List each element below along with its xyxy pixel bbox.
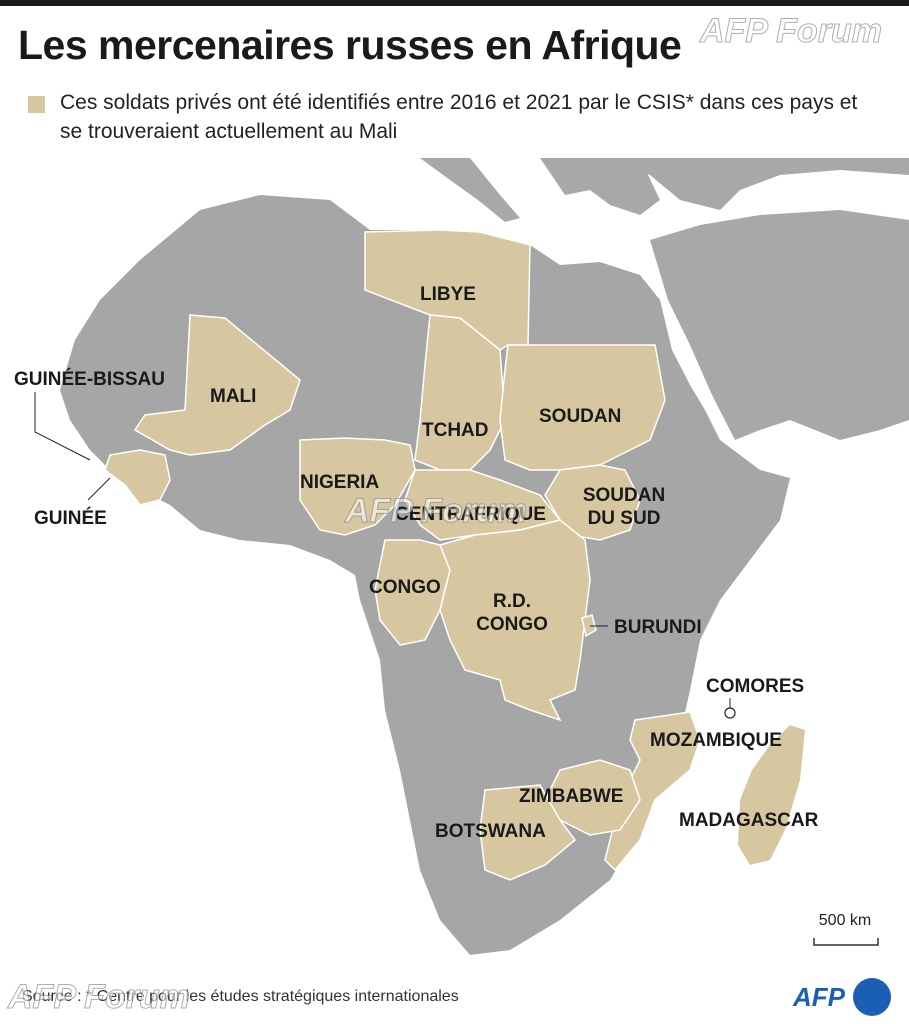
afp-logo-text: AFP [793, 982, 845, 1012]
guinee-bissau-leader [34, 392, 91, 461]
label-rd-congo: R.D. CONGO [462, 590, 562, 636]
label-tchad: TCHAD [422, 420, 489, 441]
map-title: Les mercenaires russes en Afrique [18, 22, 682, 68]
label-mozambique: MOZAMBIQUE [650, 730, 782, 751]
afp-logo-dot [853, 978, 891, 1016]
highlighted-countries [104, 229, 701, 881]
legend-swatch [28, 96, 45, 113]
label-comores: COMORES [706, 676, 805, 697]
label-guinee: GUINÉE [34, 508, 107, 529]
label-madagascar: MADAGASCAR [679, 810, 819, 831]
rd-congo-shape [438, 519, 591, 722]
scale: 500 km [812, 912, 878, 930]
balkans-landmass [540, 158, 660, 215]
label-soudan: SOUDAN [539, 406, 622, 427]
label-rd-congo-line2: CONGO [476, 614, 548, 635]
scale-label: 500 km [818, 912, 872, 929]
label-rd-congo-line1: R.D. [493, 591, 531, 612]
comores-marker [724, 707, 736, 719]
label-soudan-du-sud: SOUDAN DU SUD [574, 484, 674, 530]
label-mali: MALI [210, 386, 257, 407]
congo-shape [374, 539, 451, 646]
label-soudan-du-sud-line1: SOUDAN [582, 485, 666, 506]
label-guinee-bissau: GUINÉE-BISSAU [14, 369, 165, 390]
legend-text: Ces soldats privés ont été identifiés en… [60, 91, 858, 143]
guinee-shape [104, 449, 171, 506]
label-centrafrique: CENTRAFRIQUE [395, 504, 546, 525]
label-botswana: BOTSWANA [435, 821, 546, 842]
scale-bar [813, 938, 879, 946]
label-burundi: BURUNDI [614, 617, 702, 638]
label-soudan-du-sud-line2: DU SUD [587, 508, 661, 529]
africa-map [34, 158, 909, 955]
guinee-leader [87, 477, 111, 501]
nigeria-shape [299, 437, 416, 536]
watermark-center: AFP Forum [345, 492, 528, 531]
madagascar-landmass [738, 725, 805, 865]
source-note: Source : * Centre pour les études straté… [22, 988, 459, 1005]
arabia-landmass [650, 210, 909, 440]
watermark-bottom: AFP Forum [8, 978, 191, 1017]
burundi-shape [581, 614, 597, 638]
italy-landmass [420, 158, 520, 222]
label-nigeria: NIGERIA [300, 472, 380, 493]
europe-landmass [160, 158, 909, 210]
label-libye: LIBYE [420, 284, 476, 305]
label-zimbabwe: ZIMBABWE [519, 786, 624, 807]
label-congo: CONGO [369, 577, 441, 598]
botswana-shape [479, 784, 577, 881]
mali-shape [133, 314, 301, 456]
watermark-top: AFP Forum [700, 12, 883, 51]
mozambique-shape [604, 711, 701, 872]
soudan-du-sud-shape [544, 464, 641, 541]
top-rule [0, 0, 909, 6]
